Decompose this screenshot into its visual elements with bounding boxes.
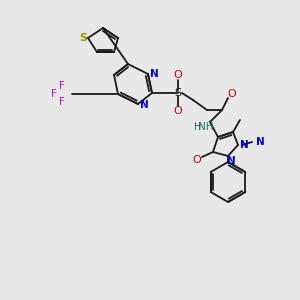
Text: N: N [140, 100, 148, 110]
Text: O: O [174, 106, 182, 116]
Text: F: F [59, 81, 65, 91]
Text: S: S [79, 33, 87, 43]
Text: N: N [240, 140, 248, 150]
Text: H: H [194, 122, 202, 132]
Text: F: F [59, 97, 65, 107]
Text: O: O [174, 70, 182, 80]
Text: S: S [174, 88, 182, 98]
Text: N: N [150, 69, 158, 79]
Text: N: N [226, 156, 236, 166]
Text: F: F [51, 89, 57, 99]
Text: O: O [193, 155, 201, 165]
Text: O: O [228, 89, 236, 99]
Text: N: N [256, 137, 264, 147]
Text: NH: NH [198, 122, 214, 132]
